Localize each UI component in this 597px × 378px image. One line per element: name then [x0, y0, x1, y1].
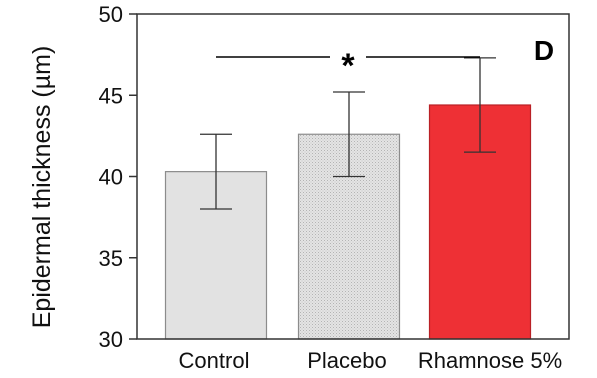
significance-annotation: * [216, 47, 480, 85]
y-tick-label: 40 [99, 165, 123, 190]
y-axis: 30 35 40 45 50 [99, 2, 137, 352]
x-category-label: Control [179, 348, 250, 373]
plot-frame [136, 13, 570, 340]
x-category-label: Rhamnose 5% [418, 348, 562, 373]
bars [164, 104, 532, 340]
x-axis: Control Placebo Rhamnose 5% [179, 348, 563, 373]
y-tick-label: 30 [99, 327, 123, 352]
y-tick-label: 35 [99, 246, 123, 271]
error-bars [200, 57, 496, 210]
significance-star: * [341, 47, 355, 85]
y-tick-label: 45 [99, 83, 123, 108]
panel-label: D [534, 35, 554, 66]
y-axis-title: Epidermal thickness (µm) [28, 46, 56, 329]
y-tick-label: 50 [99, 2, 123, 27]
x-category-label: Placebo [307, 348, 387, 373]
